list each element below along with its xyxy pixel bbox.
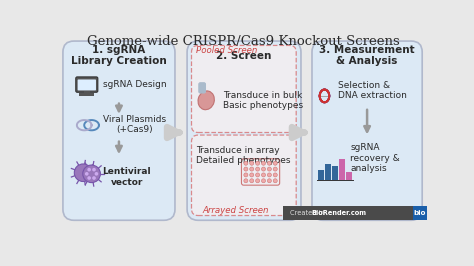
- Circle shape: [255, 179, 260, 183]
- Circle shape: [255, 167, 260, 171]
- Circle shape: [74, 164, 92, 181]
- Text: 3. Measurement
& Analysis: 3. Measurement & Analysis: [319, 45, 415, 66]
- Text: Lentiviral
vector: Lentiviral vector: [102, 167, 151, 187]
- Circle shape: [244, 173, 248, 177]
- Circle shape: [250, 179, 254, 183]
- FancyBboxPatch shape: [199, 83, 205, 93]
- Bar: [413, 206, 427, 220]
- FancyBboxPatch shape: [78, 80, 96, 90]
- Circle shape: [273, 173, 277, 177]
- Bar: [283, 206, 422, 220]
- Bar: [332, 166, 337, 180]
- Circle shape: [273, 167, 277, 171]
- Text: Genome-wide CRISPR/Cas9 Knockout Screens: Genome-wide CRISPR/Cas9 Knockout Screens: [87, 35, 399, 48]
- Circle shape: [262, 179, 265, 183]
- FancyBboxPatch shape: [63, 41, 175, 220]
- Text: 1. sgRNA
Library Creation: 1. sgRNA Library Creation: [71, 45, 167, 66]
- Circle shape: [273, 179, 277, 183]
- Text: Arrayed Screen: Arrayed Screen: [203, 206, 269, 215]
- Circle shape: [92, 168, 96, 172]
- Bar: [339, 159, 345, 180]
- Bar: [84, 91, 90, 94]
- Circle shape: [255, 161, 260, 165]
- Ellipse shape: [198, 91, 214, 110]
- Text: sgRNA
recovery &
analysis: sgRNA recovery & analysis: [350, 143, 400, 173]
- Circle shape: [267, 167, 272, 171]
- Circle shape: [87, 176, 91, 180]
- Text: bio: bio: [413, 210, 426, 216]
- Text: 2. Screen: 2. Screen: [216, 51, 272, 61]
- Circle shape: [85, 172, 89, 176]
- Circle shape: [273, 161, 277, 165]
- Text: Created in: Created in: [290, 210, 327, 216]
- Circle shape: [262, 167, 265, 171]
- Text: Selection &
DNA extraction: Selection & DNA extraction: [338, 81, 407, 100]
- FancyBboxPatch shape: [191, 45, 296, 132]
- Circle shape: [250, 173, 254, 177]
- Circle shape: [87, 168, 91, 172]
- Text: Pooled Screen: Pooled Screen: [196, 47, 257, 55]
- Circle shape: [267, 161, 272, 165]
- Circle shape: [244, 167, 248, 171]
- Circle shape: [267, 179, 272, 183]
- Circle shape: [262, 161, 265, 165]
- Text: Transduce in array: Transduce in array: [196, 146, 280, 155]
- Circle shape: [255, 173, 260, 177]
- Circle shape: [262, 173, 265, 177]
- Text: sgRNA Design: sgRNA Design: [102, 80, 166, 89]
- Circle shape: [95, 172, 98, 176]
- Text: BioRender.com: BioRender.com: [311, 210, 366, 216]
- Circle shape: [83, 165, 100, 182]
- FancyBboxPatch shape: [312, 41, 422, 220]
- Circle shape: [267, 173, 272, 177]
- Bar: [318, 170, 324, 180]
- Circle shape: [250, 167, 254, 171]
- Bar: [80, 93, 94, 95]
- Text: Basic phenotypes: Basic phenotypes: [223, 101, 303, 110]
- Bar: [346, 172, 352, 180]
- Circle shape: [244, 179, 248, 183]
- FancyBboxPatch shape: [187, 41, 301, 220]
- Text: Viral Plasmids
(+Cas9): Viral Plasmids (+Cas9): [102, 115, 166, 134]
- Text: Transduce in bulk: Transduce in bulk: [223, 92, 302, 101]
- Circle shape: [250, 161, 254, 165]
- FancyBboxPatch shape: [76, 77, 98, 92]
- Circle shape: [92, 176, 96, 180]
- Circle shape: [244, 161, 248, 165]
- FancyBboxPatch shape: [191, 135, 296, 215]
- Bar: [325, 164, 331, 180]
- Text: Detailed phenotypes: Detailed phenotypes: [196, 156, 291, 165]
